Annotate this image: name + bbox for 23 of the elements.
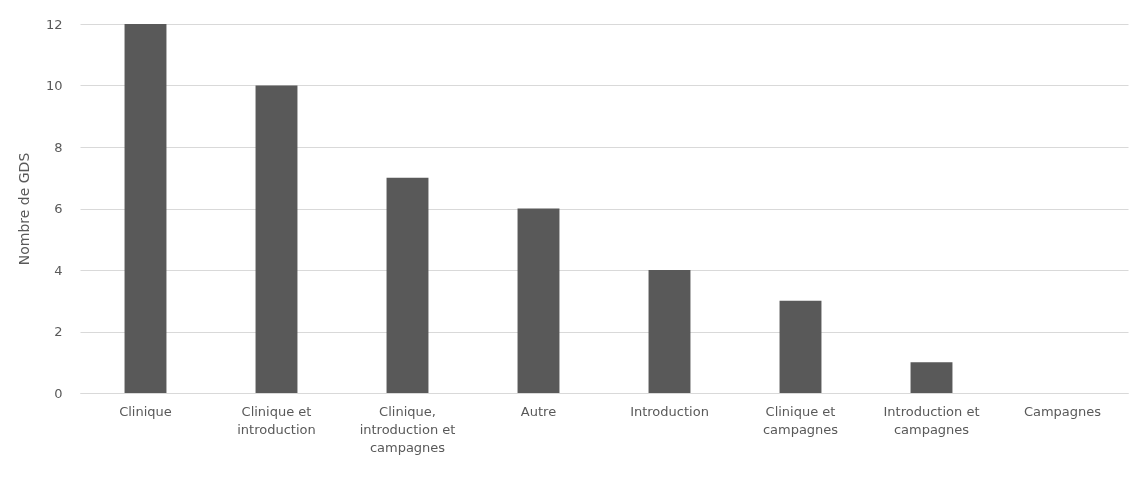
x-tick-label: Clinique et campagnes <box>762 403 839 437</box>
y-tick-label: 0 <box>54 385 63 401</box>
bar <box>124 24 167 393</box>
x-tick-label: Clinique et introduction <box>237 403 316 437</box>
x-tick-label: Autre <box>520 403 557 419</box>
y-axis-title: Nombre de GDS <box>15 152 32 266</box>
x-tick-label: Clinique <box>119 403 172 419</box>
bar <box>779 300 822 393</box>
bar <box>517 208 560 393</box>
bar <box>255 85 298 393</box>
y-tick-label: 8 <box>54 139 63 155</box>
x-tick-label: Introduction et campagnes <box>883 403 980 437</box>
y-tick-label: 4 <box>54 262 63 278</box>
bar <box>648 270 691 393</box>
x-tick-label: Campagnes <box>1023 403 1102 419</box>
y-tick-label: 2 <box>54 324 63 339</box>
y-tick-label: 10 <box>45 78 63 93</box>
x-tick-label: Clinique, introduction et campagnes <box>359 403 456 455</box>
y-tick-label: 6 <box>54 201 63 216</box>
y-tick-label: 12 <box>45 16 63 32</box>
bar <box>910 362 953 393</box>
x-tick-label: Introduction <box>630 403 709 419</box>
bar <box>386 177 429 393</box>
